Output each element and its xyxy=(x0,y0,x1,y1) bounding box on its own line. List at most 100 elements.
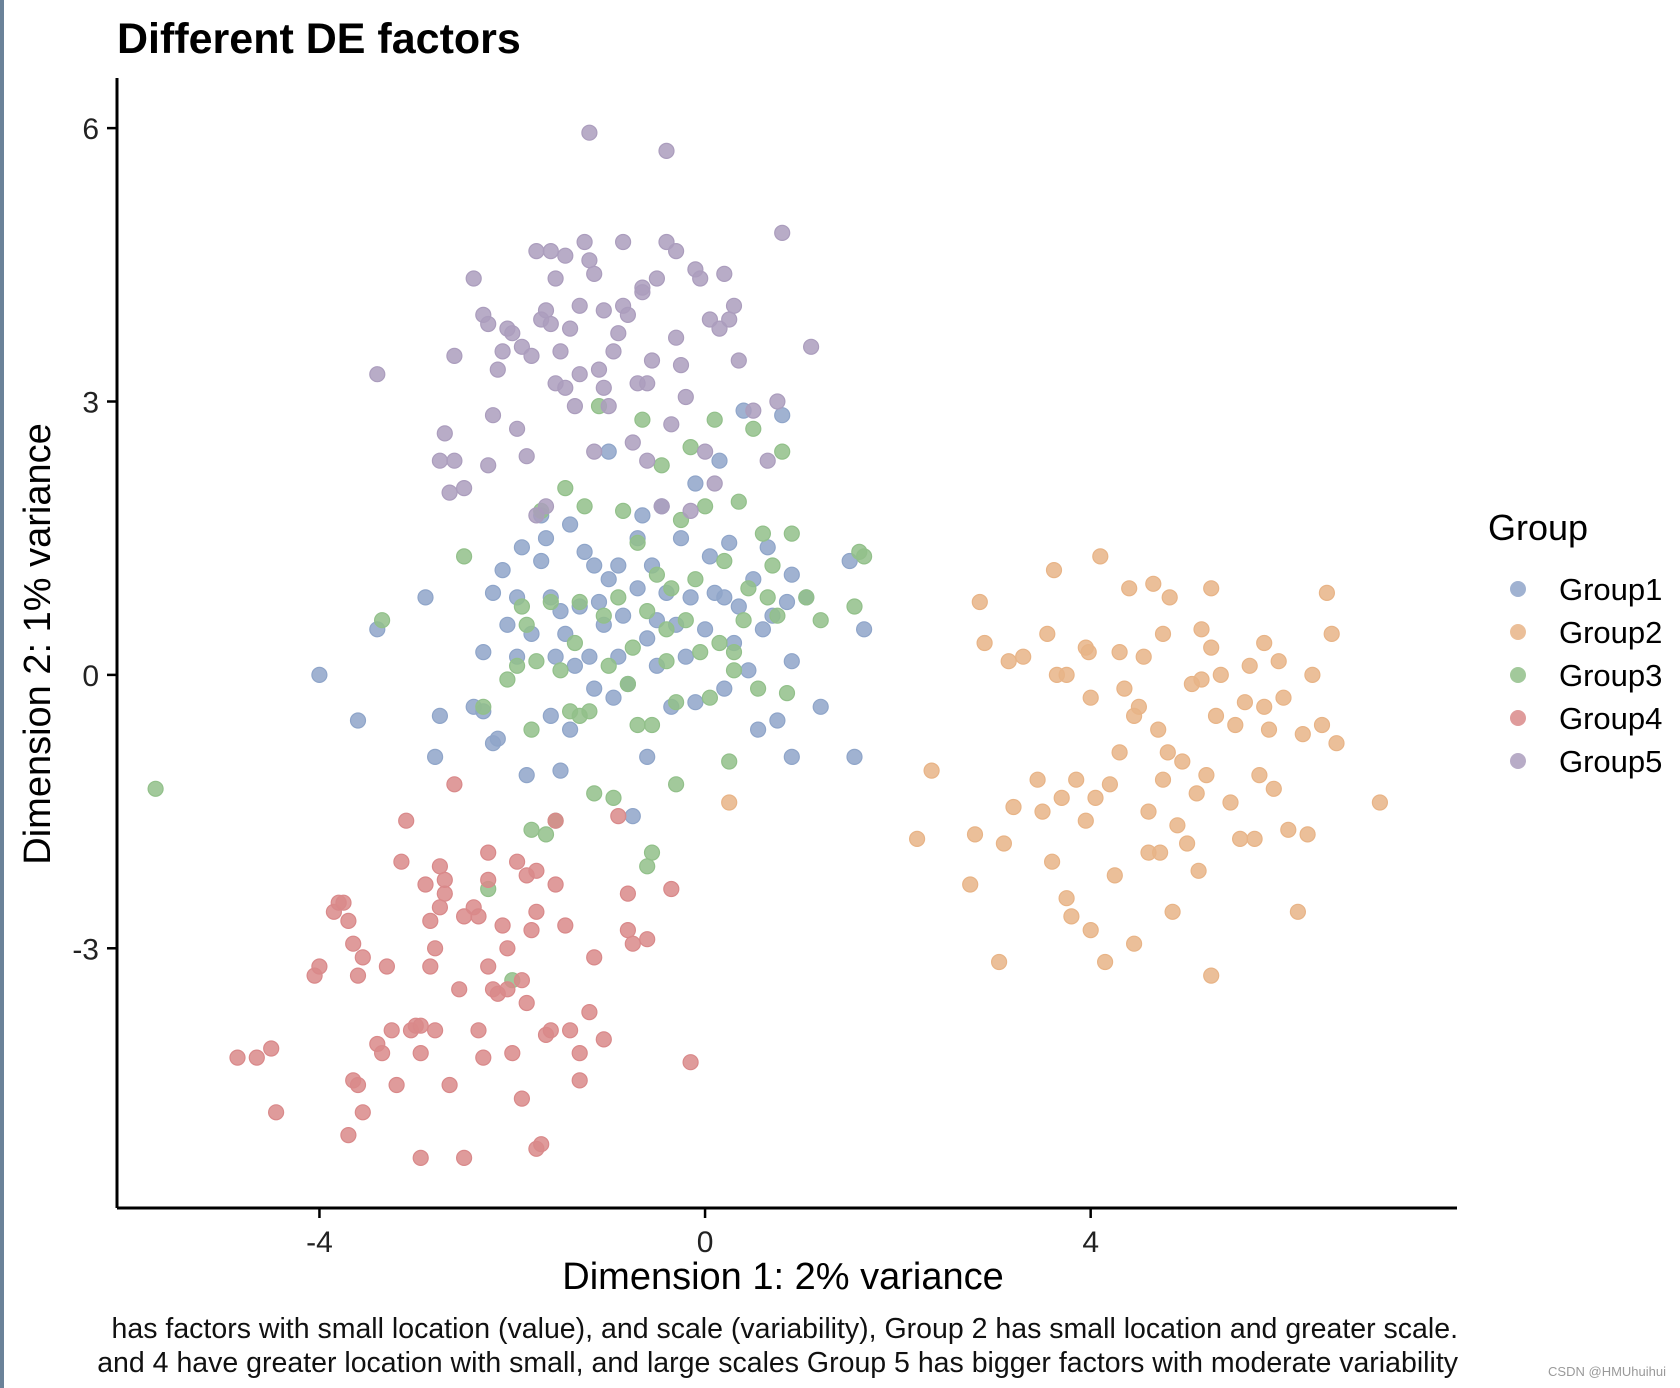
data-point xyxy=(745,402,762,419)
series-group4 xyxy=(229,776,699,1167)
data-point xyxy=(513,598,531,615)
data-point xyxy=(229,1049,246,1066)
data-point xyxy=(614,607,632,624)
data-point xyxy=(1053,789,1070,807)
data-point xyxy=(1203,580,1220,597)
data-point xyxy=(147,780,164,797)
data-point xyxy=(667,243,685,260)
legend-label: Group2 xyxy=(1559,615,1662,650)
data-point xyxy=(547,812,564,829)
data-point xyxy=(759,539,776,556)
data-point xyxy=(436,885,453,902)
data-point xyxy=(537,498,555,515)
legend-label: Group3 xyxy=(1559,658,1662,693)
data-point xyxy=(1193,671,1210,688)
data-point xyxy=(1125,935,1143,952)
data-point xyxy=(1096,953,1114,971)
data-point xyxy=(908,830,926,848)
data-point xyxy=(1106,867,1123,884)
data-point xyxy=(812,698,829,715)
data-point xyxy=(1125,707,1143,725)
data-point xyxy=(340,912,357,930)
data-point xyxy=(1207,707,1225,725)
data-point xyxy=(369,366,386,383)
data-point xyxy=(749,680,767,697)
data-point xyxy=(1227,716,1244,734)
data-point xyxy=(639,931,656,948)
data-point xyxy=(542,243,559,260)
data-point xyxy=(1265,780,1282,797)
data-point xyxy=(268,1104,285,1121)
data-point xyxy=(711,452,728,469)
data-point xyxy=(1063,908,1080,925)
data-point xyxy=(1034,803,1051,820)
data-point xyxy=(990,953,1008,971)
data-point xyxy=(1164,903,1181,920)
data-point xyxy=(1068,771,1085,788)
legend-label: Group4 xyxy=(1559,701,1662,736)
data-point xyxy=(518,616,535,633)
data-point xyxy=(740,662,757,679)
data-point xyxy=(639,375,656,392)
chart-title: Different DE factors xyxy=(117,15,521,63)
data-point xyxy=(1241,657,1258,674)
x-tick-label: 0 xyxy=(697,1226,714,1259)
data-point xyxy=(552,343,569,360)
data-point xyxy=(345,935,362,952)
data-point xyxy=(687,694,704,711)
y-tick-label: 3 xyxy=(82,387,99,420)
data-point xyxy=(667,694,685,711)
data-point xyxy=(730,493,747,510)
ticks-layer: -4 0 4 -3 0 3 6 xyxy=(72,113,1099,1259)
data-point xyxy=(417,876,434,893)
data-point xyxy=(528,653,545,670)
data-point xyxy=(1280,821,1297,838)
data-point xyxy=(610,807,627,825)
data-point xyxy=(1260,721,1278,738)
data-point xyxy=(1323,625,1340,643)
data-point xyxy=(537,530,555,547)
data-point xyxy=(465,270,482,287)
data-point xyxy=(1299,826,1316,843)
data-point xyxy=(571,1044,588,1062)
data-point xyxy=(1203,967,1220,984)
data-point xyxy=(962,876,979,893)
data-point xyxy=(687,571,704,588)
data-point xyxy=(335,894,352,911)
data-point xyxy=(499,616,516,633)
data-point xyxy=(518,448,535,465)
legend-title: Group xyxy=(1488,507,1588,548)
data-point xyxy=(1082,689,1099,706)
data-point xyxy=(1270,653,1287,670)
data-point xyxy=(682,439,699,456)
data-point xyxy=(537,826,555,843)
data-point xyxy=(1101,776,1119,793)
data-point xyxy=(1058,666,1075,684)
data-point xyxy=(721,794,738,811)
figure-caption-line-2: and 4 have greater location with small, … xyxy=(97,1347,1458,1379)
data-point xyxy=(682,1054,699,1071)
data-point xyxy=(566,634,584,652)
data-point xyxy=(725,643,743,661)
data-point xyxy=(595,302,612,319)
data-point xyxy=(1275,689,1292,706)
data-point xyxy=(730,352,747,369)
data-point xyxy=(682,502,699,519)
data-point xyxy=(976,634,993,652)
data-point xyxy=(513,539,531,556)
data-point xyxy=(586,949,603,966)
data-point xyxy=(431,707,448,725)
data-point xyxy=(1005,798,1022,816)
data-point xyxy=(600,443,617,460)
data-point xyxy=(812,612,829,629)
data-point xyxy=(489,361,506,378)
legend-item-group3: Group3 xyxy=(1510,658,1662,693)
data-point xyxy=(1169,817,1186,834)
data-point xyxy=(586,680,603,697)
data-point xyxy=(436,871,453,889)
data-point xyxy=(523,821,540,838)
data-point xyxy=(586,443,603,460)
data-point xyxy=(566,657,584,674)
series-group5 xyxy=(369,124,820,524)
legend: Group Group1 Group2 Group3 Group4 Group5 xyxy=(1488,507,1662,779)
